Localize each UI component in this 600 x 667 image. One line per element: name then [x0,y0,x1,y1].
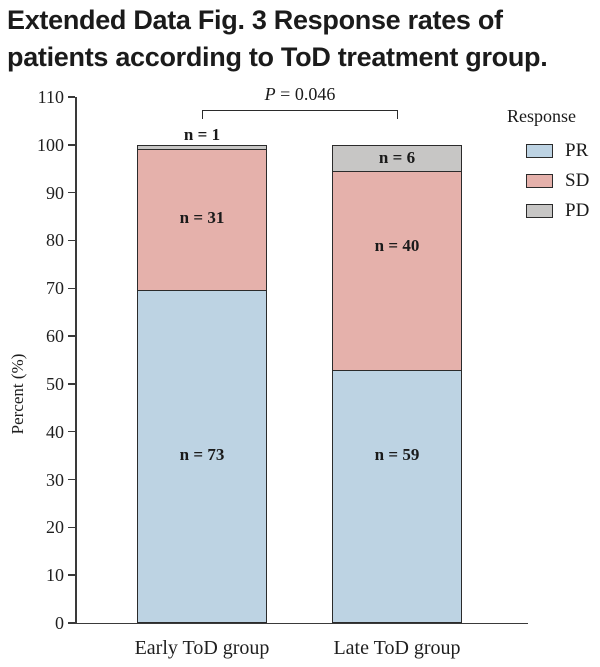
y-tick-label-90: 90 [46,182,64,203]
y-tick-mark-10 [68,574,75,576]
p-value-text: = 0.046 [275,84,336,104]
y-tick-mark-60 [68,335,75,337]
y-tick-mark-80 [68,239,75,242]
y-tick-label-70: 70 [46,278,64,299]
legend-row-pr: PR [505,139,589,161]
y-tick-mark-110 [68,96,75,98]
legend-label-pd: PD [565,199,590,221]
y-tick-label-80: 80 [46,230,64,251]
legend-row-pd: PD [505,199,590,221]
legend-swatch-pd [526,203,553,218]
legend: Response PR SD PD [505,106,590,221]
figure-title-line-1: Extended Data Fig. 3 Response rates of [7,5,503,35]
y-tick-label-40: 40 [46,421,64,442]
y-axis-line [75,97,77,623]
y-tick-mark-20 [68,526,75,529]
legend-swatch-pr [526,143,553,158]
n-label-early-pr: n = 73 [179,445,225,464]
p-value-label: P = 0.046 [202,84,398,105]
n-label-early-sd: n = 31 [179,208,225,227]
y-tick-label-60: 60 [46,326,64,347]
legend-label-pr: PR [565,139,589,161]
segment-early-pd [137,144,267,150]
legend-row-sd: SD [505,169,590,191]
y-tick-mark-70 [68,287,75,290]
p-value-symbol: P [264,84,276,104]
y-tick-label-110: 110 [37,87,64,107]
y-tick-mark-90 [68,191,75,194]
y-tick-mark-100 [68,144,75,146]
n-label-late-pd: n = 6 [378,148,416,167]
y-tick-label-10: 10 [46,565,64,586]
figure-title: Extended Data Fig. 3 Response rates of p… [7,2,595,76]
y-tick-mark-40 [68,430,75,433]
bar-late-tod-group [332,144,462,623]
segment-early-pr [137,290,267,623]
bar-early-tod-group [137,144,267,623]
segment-late-pr [332,371,462,623]
x-label-early-tod-group: Early ToD group [134,637,270,659]
figure-title-line-2: patients according to ToD treatment grou… [7,42,548,72]
n-label-early-pd: n = 1 [183,125,221,144]
segment-early-sd [137,149,267,291]
n-label-late-pr: n = 59 [374,445,420,464]
legend-swatch-sd [526,173,553,188]
legend-label-sd: SD [565,169,590,191]
y-tick-mark-0 [68,622,75,624]
comparison-bracket [202,110,398,119]
y-tick-label-0: 0 [55,613,64,633]
segment-late-sd [332,172,462,371]
legend-title: Response [507,106,576,126]
y-axis-title: Percent (%) [8,353,27,435]
x-axis-line [75,622,528,624]
x-label-late-tod-group: Late ToD group [333,637,461,659]
y-tick-mark-50 [68,383,75,385]
y-tick-label-20: 20 [46,517,64,538]
y-tick-mark-30 [68,478,75,481]
y-tick-label-50: 50 [46,373,64,394]
n-label-late-sd: n = 40 [374,236,420,255]
y-tick-label-30: 30 [46,469,64,490]
segment-late-pd [332,144,462,173]
y-tick-label-100: 100 [37,134,64,155]
